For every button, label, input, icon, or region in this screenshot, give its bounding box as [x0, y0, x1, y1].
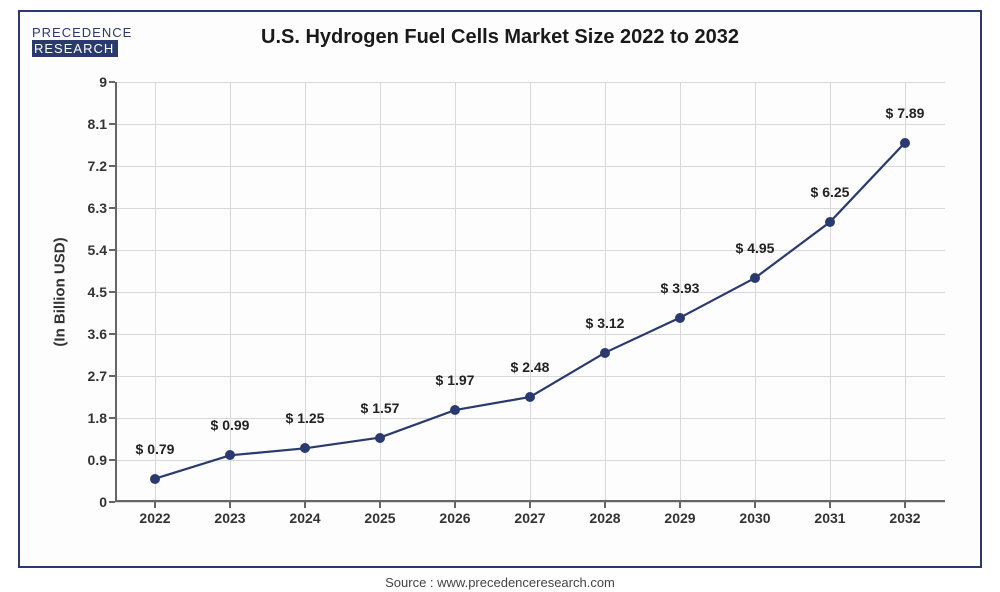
x-tick-label: 2026 [430, 510, 480, 526]
marker [450, 405, 460, 415]
source-text: Source : www.precedenceresearch.com [20, 575, 980, 590]
line-series [115, 82, 945, 502]
y-tick-mark [109, 459, 115, 461]
x-tick-label: 2023 [205, 510, 255, 526]
data-label: $ 3.93 [661, 280, 700, 296]
y-tick-mark [109, 291, 115, 293]
y-tick-mark [109, 81, 115, 83]
x-tick-label: 2031 [805, 510, 855, 526]
y-tick-mark [109, 417, 115, 419]
data-label: $ 1.25 [286, 410, 325, 426]
data-label: $ 3.12 [586, 315, 625, 331]
marker [525, 392, 535, 402]
y-tick-mark [109, 375, 115, 377]
x-tick-mark [754, 502, 756, 508]
y-tick-label: 7.2 [67, 158, 107, 174]
x-tick-label: 2025 [355, 510, 405, 526]
y-tick-label: 4.5 [67, 284, 107, 300]
marker [150, 474, 160, 484]
marker [375, 433, 385, 443]
x-tick-mark [679, 502, 681, 508]
data-label: $ 2.48 [511, 359, 550, 375]
y-tick-mark [109, 249, 115, 251]
series-line [155, 143, 905, 479]
marker [225, 450, 235, 460]
data-label: $ 1.57 [361, 400, 400, 416]
data-label: $ 7.89 [886, 105, 925, 121]
data-label: $ 4.95 [736, 240, 775, 256]
x-tick-label: 2030 [730, 510, 780, 526]
marker [825, 217, 835, 227]
y-tick-mark [109, 333, 115, 335]
x-tick-mark [829, 502, 831, 508]
y-tick-mark [109, 123, 115, 125]
y-tick-mark [109, 207, 115, 209]
data-label: $ 1.97 [436, 372, 475, 388]
y-tick-label: 8.1 [67, 116, 107, 132]
y-tick-label: 6.3 [67, 200, 107, 216]
x-tick-mark [454, 502, 456, 508]
y-tick-label: 0.9 [67, 452, 107, 468]
y-tick-label: 3.6 [67, 326, 107, 342]
marker [750, 273, 760, 283]
y-tick-label: 1.8 [67, 410, 107, 426]
data-label: $ 0.79 [136, 441, 175, 457]
marker [900, 138, 910, 148]
x-tick-mark [904, 502, 906, 508]
x-tick-mark [379, 502, 381, 508]
chart-title: U.S. Hydrogen Fuel Cells Market Size 202… [20, 26, 980, 49]
x-tick-label: 2022 [130, 510, 180, 526]
x-tick-label: 2024 [280, 510, 330, 526]
x-tick-label: 2028 [580, 510, 630, 526]
x-tick-mark [529, 502, 531, 508]
x-tick-label: 2027 [505, 510, 555, 526]
y-axis-label: (In Billion USD) [52, 237, 69, 346]
marker [600, 348, 610, 358]
y-tick-label: 0 [67, 494, 107, 510]
marker [300, 443, 310, 453]
plot-area: $ 0.79 $ 0.99 $ 1.25 $ 1.57 $ 1.97 $ 2.48 $ 3.… [115, 82, 945, 502]
y-tick-label: 5.4 [67, 242, 107, 258]
data-label: $ 6.25 [811, 184, 850, 200]
y-axis-line [115, 82, 117, 502]
x-tick-mark [229, 502, 231, 508]
x-tick-label: 2029 [655, 510, 705, 526]
y-tick-mark [109, 165, 115, 167]
y-tick-label: 9 [67, 74, 107, 90]
y-tick-mark [109, 501, 115, 503]
data-label: $ 0.99 [211, 417, 250, 433]
x-tick-mark [604, 502, 606, 508]
x-tick-mark [304, 502, 306, 508]
y-tick-label: 2.7 [67, 368, 107, 384]
chart-container: PRECEDENCE RESEARCH U.S. Hydrogen Fuel C… [18, 10, 982, 568]
x-tick-mark [154, 502, 156, 508]
x-tick-label: 2032 [880, 510, 930, 526]
marker [675, 313, 685, 323]
